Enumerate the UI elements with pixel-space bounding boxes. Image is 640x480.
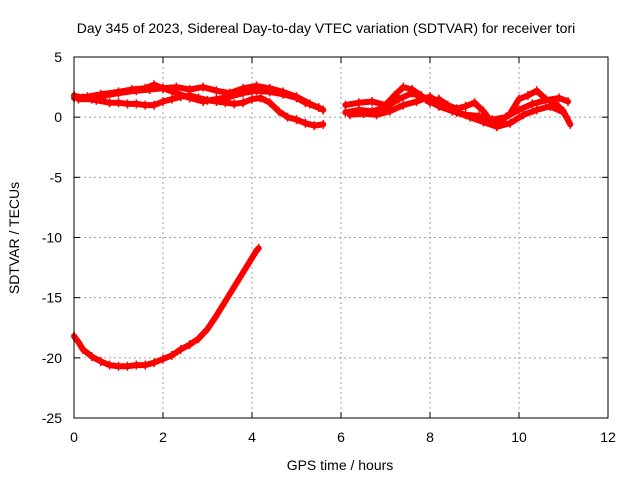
- x-tick-label: 6: [337, 429, 345, 445]
- y-tick-label: 0: [54, 109, 62, 125]
- y-tick-label: -25: [42, 410, 62, 426]
- y-tick-label: -20: [42, 350, 62, 366]
- series-arc-4: [71, 245, 262, 370]
- y-tick-label: -10: [42, 230, 62, 246]
- y-tick-label: -5: [50, 169, 63, 185]
- x-tick-label: 2: [159, 429, 167, 445]
- x-tick-label: 8: [426, 429, 434, 445]
- x-tick-label: 0: [70, 429, 78, 445]
- data-series: [71, 80, 574, 371]
- y-axis-label: SDTVAR / TECUs: [6, 182, 22, 294]
- chart-title: Day 345 of 2023, Sidereal Day-to-day VTE…: [77, 20, 576, 36]
- series-arc-7: [346, 93, 571, 130]
- axis-ticks: 0 2 4 6 8 10 12 5 0 -5 -10 -15 -20 -25: [42, 49, 616, 445]
- x-tick-label: 12: [600, 429, 616, 445]
- x-tick-label: 4: [248, 429, 256, 445]
- x-axis-label: GPS time / hours: [287, 457, 394, 473]
- y-tick-label: -15: [42, 290, 62, 306]
- x-tick-label: 10: [511, 429, 527, 445]
- y-tick-label: 5: [54, 49, 62, 65]
